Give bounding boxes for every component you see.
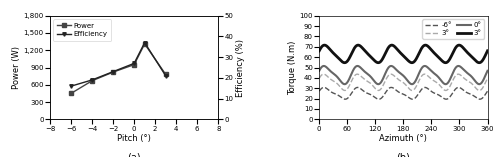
Power — [131, 64, 137, 66]
3° — [416, 81, 422, 82]
Y-axis label: Power (W): Power (W) — [12, 46, 20, 89]
Y-axis label: Efficiency (%): Efficiency (%) — [236, 38, 246, 97]
3° — [392, 76, 398, 78]
Efficiency — [89, 79, 95, 81]
Efficiency — [142, 42, 148, 44]
Power — [68, 92, 74, 94]
Text: (b): (b) — [396, 152, 410, 157]
3° — [316, 77, 322, 79]
0° — [388, 65, 394, 67]
Legend: Power, Efficiency: Power, Efficiency — [54, 19, 111, 41]
3° — [346, 58, 352, 60]
Line: 3°: 3° — [319, 45, 488, 63]
Power — [142, 43, 148, 45]
3° — [422, 73, 428, 75]
Line: -6°: -6° — [319, 87, 488, 99]
0° — [316, 70, 322, 72]
Power — [162, 73, 168, 75]
Efficiency — [110, 71, 116, 73]
3° — [484, 50, 490, 52]
0° — [416, 73, 422, 74]
-6° — [392, 89, 398, 90]
Line: Efficiency: Efficiency — [70, 41, 168, 88]
3° — [484, 77, 490, 79]
3° — [346, 85, 352, 87]
3° — [392, 46, 398, 48]
3° — [429, 79, 435, 81]
Legend: -6°, 3°, 0°, 3°: -6°, 3°, 0°, 3° — [422, 19, 484, 39]
3° — [409, 62, 415, 64]
Line: Power: Power — [70, 42, 168, 95]
3° — [429, 50, 435, 52]
Line: 0°: 0° — [319, 66, 488, 84]
0° — [484, 70, 490, 72]
3° — [360, 47, 366, 49]
-6° — [360, 89, 366, 91]
3° — [416, 53, 422, 55]
Efficiency — [162, 75, 168, 77]
Power — [89, 80, 95, 82]
3° — [444, 89, 450, 91]
-6° — [316, 90, 322, 92]
0° — [346, 78, 352, 80]
Efficiency — [68, 85, 74, 87]
Line: 3°: 3° — [319, 74, 488, 90]
X-axis label: Pitch (°): Pitch (°) — [117, 134, 151, 143]
-6° — [484, 90, 490, 92]
3° — [422, 44, 428, 46]
0° — [444, 83, 450, 85]
0° — [392, 68, 398, 70]
X-axis label: Azimuth (°): Azimuth (°) — [380, 134, 428, 143]
-6° — [428, 91, 434, 92]
-6° — [416, 93, 422, 95]
-6° — [346, 96, 352, 98]
Efficiency — [131, 62, 137, 64]
-6° — [443, 98, 449, 100]
3° — [444, 62, 450, 63]
3° — [360, 77, 366, 79]
0° — [409, 83, 415, 85]
3° — [342, 89, 348, 91]
Text: (a): (a) — [128, 152, 141, 157]
-6° — [443, 98, 449, 100]
Y-axis label: Torque (N.m): Torque (N.m) — [288, 40, 296, 95]
3° — [316, 50, 322, 52]
0° — [360, 69, 366, 70]
Power — [110, 71, 116, 73]
0° — [429, 71, 435, 73]
-6° — [456, 87, 462, 88]
